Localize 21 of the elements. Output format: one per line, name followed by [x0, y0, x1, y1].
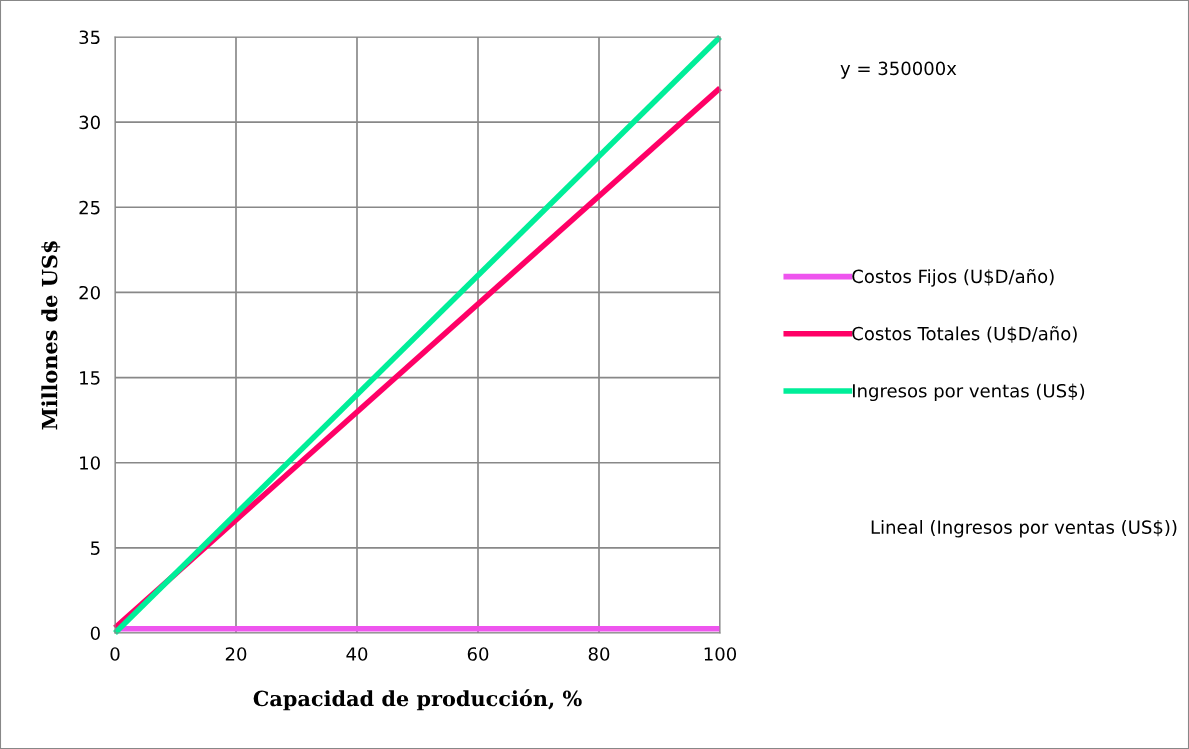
x-tick-label: 20	[225, 647, 247, 661]
legend-label: Costos Totales (U$D/año)	[852, 326, 1077, 343]
x-tick-label: 80	[588, 647, 610, 661]
x-tick-label: 0	[110, 647, 120, 661]
x-tick-label: 60	[467, 647, 489, 661]
y-tick-label: 30	[79, 115, 100, 130]
y-tick-label: 25	[79, 200, 100, 215]
text: Lineal (Ingresos por ventas (US$))	[871, 520, 1177, 538]
legend-label: Ingresos por ventas (US$)	[853, 383, 1085, 402]
y-tick-label: 10	[80, 456, 100, 470]
x-tick-label: 100	[704, 647, 737, 661]
y-tick-label: 0	[90, 626, 100, 641]
x-tick-label: 40	[346, 647, 368, 661]
text: y = 350000x	[840, 61, 957, 79]
y-tick-label: 5	[91, 541, 100, 555]
y-tick-label: 15	[80, 371, 100, 385]
x-axis-title: Capacidad de producción, %	[253, 689, 582, 711]
legend-label: Costos Fijos (U$D/año)	[852, 268, 1054, 287]
y-tick-label: 20	[79, 285, 100, 300]
y-axis-title: Millones de US$	[41, 241, 61, 430]
y-tick-label: 35	[79, 30, 100, 45]
